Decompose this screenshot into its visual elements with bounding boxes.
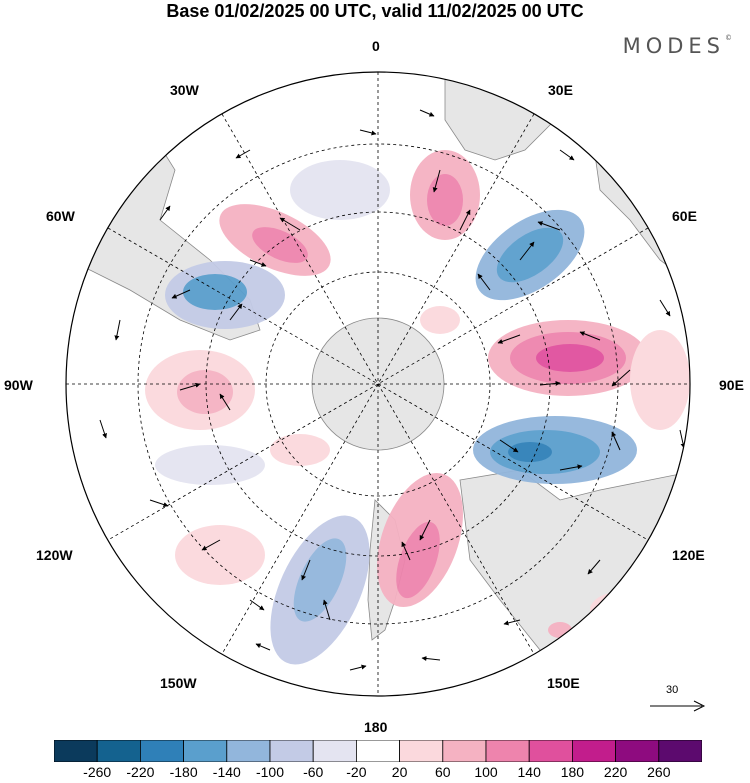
map-boundary [65, 71, 691, 697]
lon-label-150e: 150E [547, 675, 580, 691]
reference-vector-arrow [650, 700, 706, 712]
lon-label-180: 180 [364, 719, 388, 735]
colorbar-swatch [183, 740, 228, 762]
colorbar-tick-label: 140 [517, 764, 541, 780]
anomaly-field [145, 150, 690, 665]
colorbar-swatch [658, 740, 702, 762]
wind-vectors [99, 109, 686, 671]
colorbar-tick-label: 260 [647, 764, 671, 780]
lon-label-150w: 150W [160, 675, 197, 691]
modes-logo: MODES© [622, 34, 732, 58]
colorbar-swatch [96, 740, 141, 762]
colorbar-tick-label: -20 [346, 764, 367, 780]
lon-label-60w: 60W [46, 208, 75, 224]
colorbar-swatch [355, 740, 400, 762]
colorbar-tick-label: 220 [603, 764, 628, 780]
colorbar-tick-label: -220 [126, 764, 155, 780]
lon-label-90e: 90E [719, 377, 744, 393]
colorbar-swatch [312, 740, 357, 762]
lon-label-0: 0 [372, 38, 380, 54]
colorbar-swatch [442, 740, 487, 762]
colorbar-swatch [572, 740, 617, 762]
map-title: Base 01/02/2025 00 UTC, valid 11/02/2025… [166, 1, 584, 21]
colorbar-swatch [54, 740, 98, 762]
colorbar-swatch [528, 740, 573, 762]
colorbar-tick-label: 20 [391, 764, 408, 780]
colorbar-swatch [226, 740, 271, 762]
colorbar [54, 740, 702, 762]
colorbar-tick-label: -100 [255, 764, 285, 780]
colorbar-swatch [485, 740, 530, 762]
colorbar-tick-label: 100 [474, 764, 498, 780]
reference-vector-value: 30 [666, 684, 679, 696]
lon-label-60e: 60E [672, 208, 697, 224]
colorbar-swatch [399, 740, 444, 762]
lon-label-90w: 90W [4, 377, 33, 393]
colorbar-tick-label: -180 [169, 764, 198, 780]
colorbar-swatch [615, 740, 660, 762]
lon-label-120w: 120W [36, 547, 73, 563]
colorbar-swatch [140, 740, 185, 762]
colorbar-swatch [269, 740, 314, 762]
lon-label-30w: 30W [170, 82, 199, 98]
lon-label-120e: 120E [672, 547, 705, 563]
colorbar-tick-label: -60 [303, 764, 324, 780]
colorbar-tick-label: 180 [560, 764, 585, 780]
colorbar-tick-label: 60 [435, 764, 451, 780]
colorbar-tick-label: -140 [212, 764, 241, 780]
colorbar-tick-label: -260 [83, 764, 112, 780]
lon-label-30e: 30E [548, 82, 573, 98]
graticule [66, 72, 690, 696]
